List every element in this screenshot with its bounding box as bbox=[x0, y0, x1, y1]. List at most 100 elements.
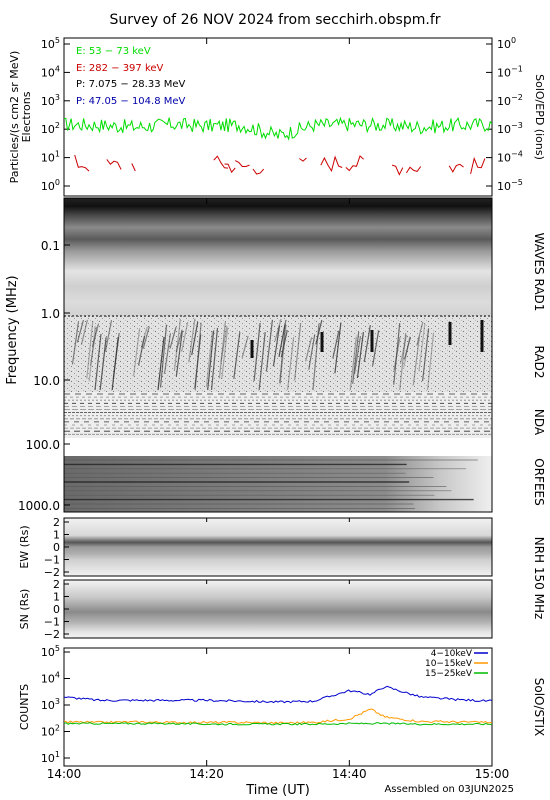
epd-red-segment bbox=[224, 163, 236, 174]
nrh-ew-tick-label: −2 bbox=[44, 566, 60, 579]
stix-tick-label: 101 bbox=[41, 750, 60, 765]
epd-left-tick-label: 100 bbox=[41, 178, 60, 193]
burst-streak bbox=[412, 336, 420, 386]
time-axis-label: Time (UT) bbox=[245, 783, 310, 798]
nda-lines bbox=[64, 393, 492, 435]
burst-streak bbox=[137, 335, 146, 366]
epd-right-tick-label: 10−1 bbox=[497, 64, 523, 79]
epd-red-segment bbox=[320, 155, 343, 173]
burst-streak bbox=[349, 336, 357, 391]
burst-streak bbox=[163, 333, 172, 374]
time-tick-label: 15:00 bbox=[475, 767, 510, 781]
burst-streak bbox=[220, 325, 228, 363]
type-iii-bursts bbox=[71, 318, 484, 391]
burst-streak bbox=[274, 318, 282, 342]
burst-streak bbox=[91, 323, 100, 347]
nda-spectrum bbox=[64, 392, 492, 438]
nrh-label: NRH 150 MHz bbox=[532, 537, 546, 620]
time-axis: 14:00 14:20 14:40 15:00 bbox=[47, 38, 510, 781]
burst-streak bbox=[356, 331, 365, 379]
epd-red-segment bbox=[405, 166, 422, 174]
burst-streak bbox=[403, 336, 412, 360]
burst-streak bbox=[352, 331, 360, 384]
burst-streak bbox=[133, 328, 141, 377]
burst-streak bbox=[89, 326, 98, 366]
burst-streak bbox=[169, 327, 177, 349]
burst-streak bbox=[159, 324, 168, 388]
stix-tick-label: 104 bbox=[41, 671, 60, 686]
stix-tick-label: 105 bbox=[41, 644, 60, 659]
stix-tick-label: 102 bbox=[41, 724, 60, 739]
burst-streak bbox=[188, 318, 196, 363]
instrument-nda: NDA bbox=[532, 409, 546, 436]
burst-streak bbox=[104, 320, 113, 352]
burst-streak bbox=[393, 323, 401, 385]
epd-red-segment bbox=[252, 168, 265, 175]
epd-left-tick-label: 103 bbox=[41, 93, 60, 108]
burst-streak bbox=[99, 337, 107, 391]
burst-streak bbox=[265, 319, 274, 372]
burst-streak bbox=[253, 322, 261, 381]
epd-red-segment bbox=[106, 159, 122, 170]
instrument-waves-rad1: WAVES RAD1 bbox=[532, 233, 546, 312]
epd-right-tick-label: 10−5 bbox=[497, 178, 523, 193]
stix-axis: 105 104 103 102 101 bbox=[41, 644, 70, 765]
epd-right-axis: 100 10−1 10−2 10−3 10−4 10−5 bbox=[486, 36, 523, 193]
epd-ylabel: Particles/(s cm2 sr MeV) bbox=[8, 51, 21, 184]
burst-streak bbox=[418, 323, 426, 372]
burst-streak bbox=[205, 330, 213, 387]
burst-streak bbox=[175, 329, 183, 352]
burst-streak bbox=[334, 322, 342, 374]
epd-legend-item: P: 47.05 − 104.8 MeV bbox=[76, 96, 186, 107]
waves-rad1-spectrum bbox=[64, 198, 492, 316]
epd-red-segment bbox=[470, 156, 486, 175]
burst-streak bbox=[241, 335, 249, 358]
instrument-rad2: RAD2 bbox=[532, 346, 546, 379]
burst-streak bbox=[403, 336, 411, 368]
burst-streak bbox=[88, 326, 96, 382]
epd-left-axis: 105 104 103 102 101 100 bbox=[41, 36, 70, 193]
stix-tick-label: 103 bbox=[41, 697, 60, 712]
burst-streak bbox=[194, 334, 202, 389]
time-tick-label: 14:40 bbox=[332, 767, 367, 781]
burst-streak bbox=[181, 321, 189, 352]
stix-series-4-10kev bbox=[64, 685, 492, 704]
waves-rad2-spectrum bbox=[64, 316, 492, 392]
assembled-note: Assembled on 03JUN2025 bbox=[384, 784, 514, 795]
instrument-orfees: ORFEES bbox=[532, 458, 546, 505]
stix-panel: 105 104 103 102 101 4−10keV 10−15keV 15−25ke… bbox=[18, 644, 546, 767]
burst-streak bbox=[278, 324, 286, 357]
figure-title: Survey of 26 NOV 2024 from secchirh.obsp… bbox=[109, 12, 440, 28]
burst-streak bbox=[308, 334, 316, 370]
burst-streak bbox=[426, 332, 435, 391]
orfees-spectrum bbox=[64, 456, 492, 512]
burst-streak bbox=[157, 336, 165, 391]
epd-right-tick-label: 10−2 bbox=[497, 93, 523, 108]
epd-red-segment bbox=[448, 163, 464, 173]
epd-frame bbox=[63, 37, 493, 197]
burst-streak bbox=[221, 327, 229, 380]
epd-red-segment bbox=[299, 157, 307, 162]
epd-right-tick-label: 100 bbox=[497, 36, 516, 51]
epd-red-segment bbox=[131, 163, 136, 172]
nrh-sn-tick-label: 1 bbox=[53, 591, 60, 604]
epd-red-segment bbox=[391, 164, 404, 176]
nrh-sn-tick-label: −2 bbox=[44, 628, 60, 641]
burst-streak bbox=[80, 319, 88, 345]
nrh-ew-axis: 210−1−2 bbox=[44, 516, 69, 579]
nrh-sn-tick-label: 0 bbox=[53, 603, 60, 616]
nrh-sn-ylabel: SN (Rs) bbox=[18, 589, 31, 630]
stix-frame bbox=[63, 647, 493, 767]
burst-streak bbox=[421, 328, 430, 382]
epd-left-tick-label: 101 bbox=[41, 150, 60, 165]
burst-streak bbox=[142, 326, 150, 349]
radio-tick-label: 1.0 bbox=[41, 307, 60, 321]
stix-series-15-25kev bbox=[64, 722, 492, 726]
burst-streak bbox=[353, 335, 362, 374]
burst-streak bbox=[393, 336, 401, 371]
radio-axis: 0.1 1.0 10.0 100.0 1000.0 bbox=[18, 239, 70, 513]
burst-streak bbox=[416, 321, 424, 346]
burst-streak bbox=[286, 337, 295, 391]
